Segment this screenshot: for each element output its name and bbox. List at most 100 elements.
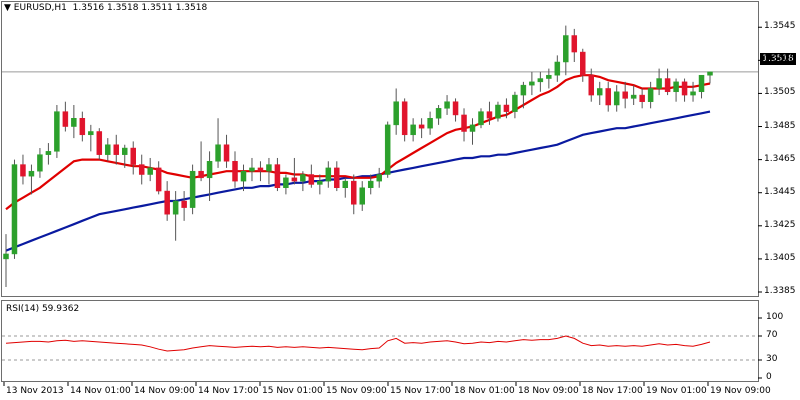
candle-body [172,200,179,215]
candle-body [469,124,476,132]
time-tick-label: 13 Nov 2013 [6,386,64,396]
candle-body [113,144,120,155]
candle-body [495,104,501,119]
chart-header: ▼ EURUSD,H1 1.3516 1.3518 1.3511 1.3518 [4,3,207,13]
candle-body [622,91,628,99]
candle-body [673,81,679,93]
time-tick-label: 14 Nov 01:00 [70,386,131,396]
price-tick-label: 1.3425 [764,219,796,230]
candle-body [62,111,69,127]
price-tick-label: 1.3385 [764,286,796,296]
candle-body [96,131,103,155]
candle-body [418,124,425,129]
time-tick-label: 14 Nov 09:00 [134,386,195,396]
candle-body [71,118,77,127]
candle-body [45,151,52,155]
candle-body [537,78,544,83]
candle-body [707,71,713,76]
candle-body [130,147,136,165]
candle-body [20,164,26,177]
candle-body [613,91,620,106]
candle-body [3,253,9,260]
candle-body [11,164,18,255]
candle-body [478,111,484,126]
candle-body [563,35,569,63]
candle-body [384,124,391,175]
candle-body [147,167,153,175]
rsi-panel[interactable] [1,300,759,382]
candle-body [410,124,416,136]
price-chart-panel[interactable] [1,1,759,297]
ohlc-values: 1.3516 1.3518 1.3511 1.3518 [72,3,208,13]
candle-body [503,104,510,112]
candle-body [257,167,264,172]
time-tick-label: 19 Nov 01:00 [646,386,707,396]
ma-slow-line [5,110,711,252]
candle-body [249,167,255,172]
rsi-line [5,335,711,352]
price-tick-label: 1.3505 [764,87,796,98]
candle-body [588,74,595,96]
candle-body [571,35,578,53]
candle-body [334,167,340,188]
candle-body [512,94,518,112]
candle-body [223,144,230,162]
candle-body [215,144,221,162]
candle-body [164,190,170,215]
candle-body [529,81,535,86]
time-tick-label: 18 Nov 17:00 [582,386,643,396]
candle-body [189,170,196,208]
price-tick-label: 1.3545 [764,21,796,32]
price-tick-label: 1.3465 [764,153,796,164]
candle-body [647,88,654,102]
candle-body [444,101,450,109]
candle-body [342,180,349,188]
time-tick-label: 18 Nov 09:00 [518,386,579,396]
candle-body [105,144,111,155]
time-tick-label: 18 Nov 01:00 [454,386,515,396]
price-tick-label: 1.3405 [764,252,796,263]
candle-body [181,200,187,208]
candle-body [138,164,145,175]
current-price-tag: 1.3518 [760,53,796,65]
candle-body [393,101,399,126]
candle-body [367,180,374,188]
candle-body [376,174,382,182]
candle-body [427,118,433,129]
candle-body [325,167,332,182]
time-tick-label: 15 Nov 17:00 [390,386,451,396]
candle-body [317,180,323,185]
candle-body [121,147,128,155]
rsi-header: RSI(14) 59.9362 [6,304,79,314]
candle-body [664,78,671,93]
candle-body [605,88,611,106]
price-tick-label: 1.3445 [764,186,796,197]
rsi-tick-label: 100 [766,312,784,322]
time-tick-label: 14 Nov 17:00 [198,386,259,396]
time-tick-label: 15 Nov 01:00 [262,386,323,396]
candle-body [308,174,315,185]
candle-body [291,177,298,182]
candle-body [37,154,43,172]
candle-body [155,167,162,192]
symbol-label: EURUSD,H1 [13,3,67,13]
candle-body [554,61,561,76]
candle-body [206,161,213,179]
candle-body [698,74,705,93]
candle-body [198,170,204,179]
rsi-tick-label: 30 [766,354,778,364]
candle-body [240,170,247,182]
time-tick-label: 15 Nov 09:00 [326,386,387,396]
candle-body [274,164,281,188]
candle-body [435,108,442,119]
candle-body [79,118,86,136]
collapse-arrow-icon[interactable]: ▼ [4,3,11,13]
candle-body [630,94,637,99]
candle-body [359,187,365,205]
candle-body [656,78,662,89]
candle-body [639,94,645,102]
candle-body [580,51,586,76]
price-tick-label: 1.3525 [764,54,796,65]
candle-body [520,84,527,96]
